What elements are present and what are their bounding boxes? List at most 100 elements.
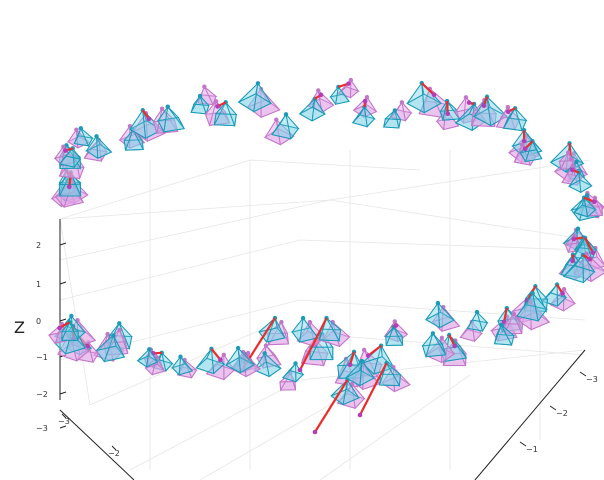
pyramid-face bbox=[232, 353, 245, 368]
pyramid-apex bbox=[505, 104, 511, 110]
pyramid-face bbox=[271, 114, 287, 135]
grid-line bbox=[59, 218, 91, 406]
estimated-pose bbox=[237, 81, 272, 113]
pyramid-apex bbox=[359, 358, 365, 364]
pyramid-face bbox=[163, 105, 186, 133]
error-link bbox=[359, 362, 388, 416]
pyramid-apex bbox=[430, 331, 436, 336]
pyramid-apex bbox=[70, 179, 75, 184]
pyramid-face bbox=[312, 97, 326, 115]
pyramid-face bbox=[441, 305, 461, 332]
pyramid-face bbox=[264, 118, 281, 146]
reference-point bbox=[560, 291, 565, 296]
pyramid-face bbox=[473, 95, 492, 127]
reference-point bbox=[218, 357, 223, 363]
pyramid-apex bbox=[561, 286, 567, 292]
reference-point bbox=[66, 184, 72, 190]
pyramid-apex bbox=[69, 313, 74, 319]
estimated-pose bbox=[190, 93, 211, 116]
estimated-pose bbox=[567, 170, 593, 194]
pyramid-apex bbox=[197, 93, 203, 99]
reference-point bbox=[357, 412, 363, 418]
pyramid-apex bbox=[262, 351, 267, 356]
pyramid-face bbox=[378, 361, 401, 387]
reference-point bbox=[466, 100, 472, 105]
x-tick bbox=[61, 413, 67, 419]
reference-point bbox=[590, 250, 596, 255]
estimated-pose bbox=[253, 351, 282, 378]
x-axis-line bbox=[59, 409, 135, 480]
reference-point bbox=[570, 258, 575, 264]
estimated-pose bbox=[61, 320, 80, 341]
pyramid-apex bbox=[111, 333, 116, 338]
pyramid-face bbox=[204, 101, 217, 127]
pyramid-apex bbox=[117, 327, 122, 333]
pyramid-face bbox=[95, 334, 117, 352]
reference-point bbox=[521, 138, 527, 144]
pyramid-face bbox=[513, 313, 523, 334]
grid-line bbox=[59, 199, 331, 220]
pyramid-apex bbox=[511, 311, 517, 317]
pyramid-apex bbox=[435, 300, 441, 306]
pyramid-apex bbox=[78, 126, 84, 131]
error-link bbox=[503, 307, 508, 323]
pyramid-face bbox=[573, 237, 586, 258]
grid-line bbox=[59, 159, 251, 220]
pyramid-face bbox=[583, 196, 597, 218]
pyramid-apex bbox=[439, 335, 445, 341]
z-tick-label: 0 bbox=[36, 317, 41, 326]
reference-point bbox=[346, 81, 351, 86]
pyramid-apex bbox=[530, 291, 535, 296]
pyramid-face bbox=[493, 323, 513, 346]
z-tick bbox=[59, 391, 67, 395]
pyramid-apex bbox=[584, 193, 590, 198]
z-tick bbox=[59, 425, 67, 429]
reference-point bbox=[481, 103, 487, 108]
pyramid-face bbox=[237, 346, 255, 374]
pyramid-face bbox=[516, 293, 534, 317]
reference-point bbox=[63, 148, 68, 153]
pyramid-face bbox=[73, 127, 90, 147]
reference-pose bbox=[48, 321, 71, 345]
pyramid-apex bbox=[213, 99, 219, 104]
pyramid-face bbox=[345, 359, 363, 379]
error-link bbox=[584, 237, 594, 254]
estimated-pose bbox=[213, 100, 238, 128]
grid-line bbox=[59, 199, 331, 261]
pyramid-apex bbox=[574, 159, 579, 165]
tick-labels: 2 1 0 −1 −2 −3 −3 −2 −3 −2 −1 bbox=[36, 241, 598, 458]
pyramid-face bbox=[530, 300, 551, 331]
x-tick-label: −3 bbox=[58, 417, 70, 426]
y-tick-label: −1 bbox=[526, 445, 538, 454]
pyramid-face bbox=[318, 316, 340, 342]
pyramid-face bbox=[129, 108, 147, 140]
pyramid-apex bbox=[274, 117, 279, 122]
pyramid-face bbox=[594, 197, 603, 216]
pyramid-apex bbox=[178, 354, 183, 359]
pyramid-apex bbox=[592, 195, 598, 201]
pyramid-apex bbox=[94, 134, 99, 139]
pyramid-face bbox=[85, 134, 99, 160]
pyramid-apex bbox=[361, 362, 366, 368]
estimated-pose bbox=[562, 252, 596, 284]
pyramid-face bbox=[532, 140, 543, 159]
reference-point bbox=[318, 92, 324, 98]
pyramid-apex bbox=[316, 88, 321, 93]
reference-point bbox=[431, 92, 437, 98]
pyramid-face bbox=[576, 161, 585, 178]
pyramid-apex bbox=[159, 106, 165, 111]
pyramid-apex bbox=[235, 345, 241, 351]
estimated-pose bbox=[224, 345, 256, 374]
reference-point bbox=[571, 236, 577, 242]
pyramid-face bbox=[64, 147, 82, 160]
pyramid-face bbox=[195, 347, 215, 375]
pyramid-apex bbox=[165, 104, 170, 109]
reference-point bbox=[592, 199, 597, 205]
pyramid-apex bbox=[255, 81, 261, 86]
reference-point bbox=[362, 98, 368, 104]
estimated-pose bbox=[382, 108, 402, 129]
pyramid-apex bbox=[499, 322, 504, 328]
pyramid-apex bbox=[348, 77, 354, 83]
pyramid-face bbox=[574, 254, 596, 273]
